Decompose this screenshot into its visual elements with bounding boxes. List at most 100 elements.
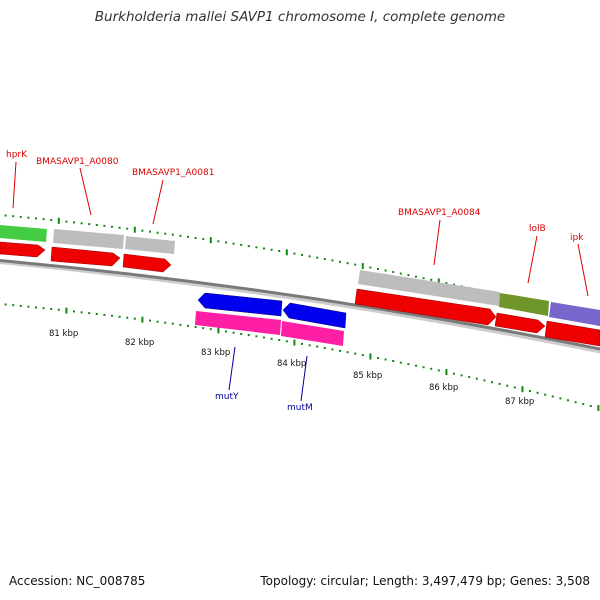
inner-tick-51 (384, 358, 387, 361)
genome-summary-text: Topology: circular; Length: 3,497,479 bp… (260, 574, 590, 588)
inner-tick-32 (240, 332, 243, 335)
inner-tick-39 (293, 339, 296, 346)
inner-tick-71 (536, 391, 539, 394)
outer-tick-12 (88, 223, 91, 226)
outer-tick-23 (171, 233, 174, 236)
outer-tick-59 (445, 282, 448, 285)
inner-tick-53 (399, 361, 402, 364)
inner-tick-79 (597, 405, 600, 411)
inner-tick-44 (331, 348, 334, 351)
outer-tick-48 (361, 263, 364, 270)
outer-tick-37 (278, 250, 281, 252)
outer-tick-20 (149, 230, 151, 233)
inner-tick-58 (437, 369, 440, 372)
inner-tick-40 (301, 342, 303, 345)
outer-tick-51 (384, 269, 387, 272)
gene-bar-mutM (281, 321, 344, 346)
outer-tick-29 (217, 240, 220, 243)
inner-tick-65 (491, 381, 493, 384)
inner-tick-59 (445, 369, 448, 376)
outer-tick-22 (164, 232, 167, 235)
inner-tick-9 (65, 307, 68, 314)
outer-tick-40 (301, 253, 303, 256)
inner-tick-35 (263, 336, 265, 339)
inner-tick-54 (407, 363, 410, 366)
inner-tick-22 (164, 321, 167, 324)
gene-bar-ipk (549, 302, 600, 326)
outer-tick-54 (407, 274, 410, 277)
inner-tick-36 (270, 337, 273, 340)
outer-tick-47 (354, 263, 357, 266)
gene-label-a0080: BMASAVP1_A0080 (36, 157, 119, 167)
inner-tick-29 (217, 327, 220, 334)
outer-tick-42 (316, 256, 319, 259)
cds-arrow-ipk (544, 320, 600, 347)
outer-tick-39 (293, 252, 296, 255)
inner-tick-18 (133, 317, 136, 320)
inner-tick-6 (42, 307, 45, 310)
outer-tick-16 (118, 226, 121, 229)
inner-tick-track (4, 303, 600, 411)
gene-bar-a0084 (358, 270, 500, 306)
inner-tick-2 (12, 304, 15, 307)
inner-tick-1 (4, 303, 7, 306)
outer-tick-46 (346, 262, 349, 265)
inner-tick-73 (551, 395, 554, 398)
inner-tick-16 (118, 315, 121, 318)
outer-tick-10 (73, 221, 75, 224)
inner-tick-45 (339, 349, 341, 352)
gene-label-hprK: hprK (6, 150, 28, 160)
outer-tick-28 (209, 237, 212, 244)
outer-tick-57 (430, 278, 433, 281)
backbone (0, 258, 600, 351)
leader-lines (12, 161, 589, 402)
inner-tick-67 (506, 384, 509, 387)
outer-tick-35 (263, 247, 265, 250)
inner-tick-52 (392, 360, 395, 362)
inner-tick-28 (209, 328, 212, 331)
inner-tick-33 (247, 334, 250, 337)
outer-tick-56 (422, 277, 425, 280)
outer-tick-31 (232, 242, 235, 245)
inner-tick-31 (232, 331, 235, 334)
inner-tick-62 (468, 376, 471, 378)
inner-tick-4 (27, 305, 30, 308)
inner-tick-50 (377, 357, 379, 359)
inner-tick-61 (460, 374, 463, 377)
outer-tick-41 (308, 255, 311, 258)
inner-tick-5 (35, 306, 37, 309)
inner-tick-23 (171, 322, 174, 325)
outer-tick-55 (415, 275, 417, 278)
inner-tick-12 (88, 312, 91, 315)
outer-tick-9 (65, 220, 68, 223)
inner-tick-60 (453, 372, 455, 375)
outer-tick-15 (111, 225, 113, 228)
outer-tick-34 (255, 246, 258, 249)
inner-tick-15 (111, 314, 113, 317)
inner-tick-70 (529, 390, 531, 392)
gene-bar-mutY (195, 311, 281, 335)
inner-tick-27 (202, 327, 205, 330)
inner-tick-75 (567, 399, 569, 402)
outer-tick-8 (57, 217, 60, 224)
inner-tick-56 (422, 366, 425, 369)
outer-tick-50 (377, 268, 379, 270)
outer-tick-13 (95, 224, 98, 226)
gene-label-lolB: lolB (529, 224, 546, 234)
cds-arrow-a0080 (50, 246, 121, 267)
inner-tick-68 (513, 386, 516, 389)
outer-tick-32 (240, 243, 243, 246)
gene-label-a0084: BMASAVP1_A0084 (398, 208, 481, 218)
outer-tick-17 (126, 227, 129, 230)
gene-label-ipk: ipk (570, 233, 584, 243)
inner-tick-46 (346, 351, 349, 354)
inner-tick-30 (225, 330, 227, 333)
gene-labels: hprK BMASAVP1_A0080 BMASAVP1_A0081 BMASA… (6, 150, 584, 413)
gene-bar-hprK (0, 225, 47, 242)
inner-tick-48 (361, 354, 364, 357)
outer-tick-2 (12, 215, 15, 218)
outer-tick-5 (35, 217, 37, 220)
inner-tick-72 (544, 393, 547, 396)
inner-tick-47 (354, 352, 357, 355)
